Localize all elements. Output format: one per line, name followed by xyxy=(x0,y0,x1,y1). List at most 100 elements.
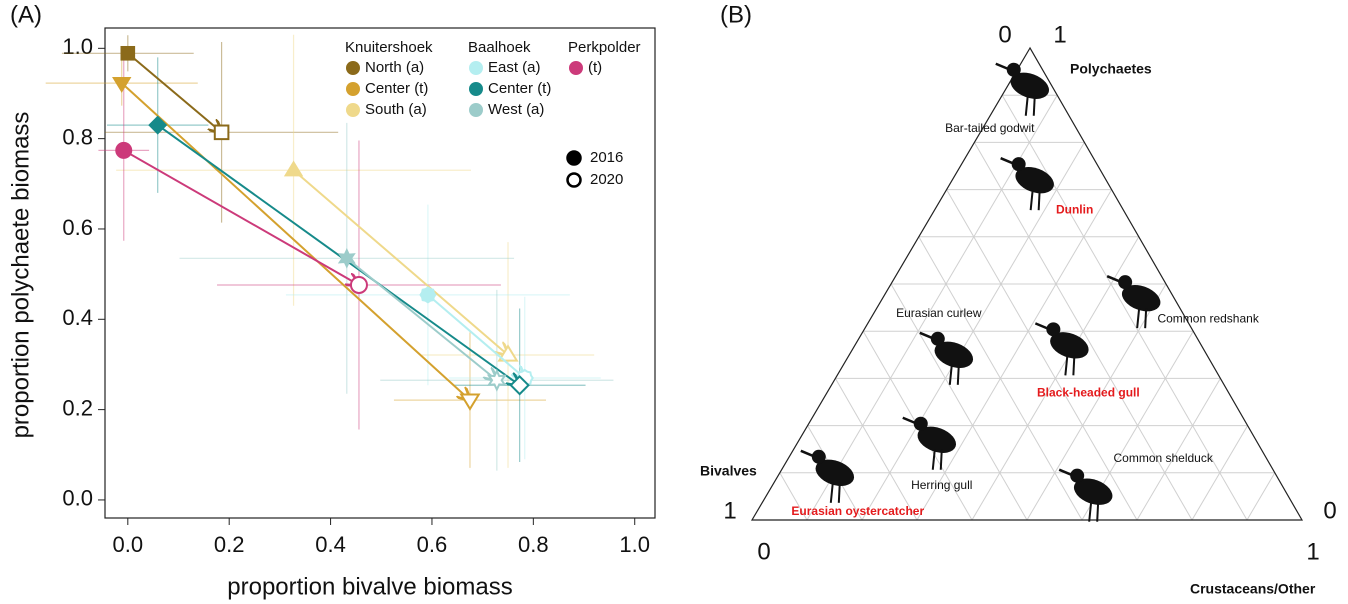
legend-label: East (a) xyxy=(488,59,541,76)
legend-label: 2020 xyxy=(590,171,623,188)
bird-beak xyxy=(801,451,813,456)
x-tick-label: 1.0 xyxy=(619,532,650,557)
x-tick-label: 0.2 xyxy=(214,532,245,557)
bird-leg xyxy=(941,450,942,470)
bird-beak xyxy=(1059,470,1071,475)
bird-label: Eurasian oystercatcher xyxy=(791,504,924,518)
tick-label: 1 xyxy=(1306,538,1319,565)
legend-marker xyxy=(346,103,360,117)
bird-leg xyxy=(1039,190,1040,210)
bird-leg xyxy=(958,365,959,385)
grid-line xyxy=(947,190,1137,520)
axis-title: Bivalves xyxy=(700,463,757,479)
legend-label: Center (t) xyxy=(365,80,428,97)
point xyxy=(116,142,132,158)
axis-title: Crustaceans/Other xyxy=(1190,581,1316,597)
bird-head xyxy=(1012,157,1026,171)
y-tick-label: 0.0 xyxy=(62,486,93,511)
legend-label: West (a) xyxy=(488,101,544,118)
point xyxy=(215,126,229,140)
bird-head xyxy=(1007,63,1021,77)
point xyxy=(121,46,135,60)
tick-label: 0 xyxy=(1323,497,1336,524)
x-tick-label: 0.4 xyxy=(315,532,346,557)
panel-label: (B) xyxy=(720,1,752,28)
bird-leg xyxy=(1073,355,1074,375)
y-tick-label: 0.6 xyxy=(62,215,93,240)
bird-leg xyxy=(831,483,833,503)
axis-title: Polychaetes xyxy=(1070,61,1152,77)
grid-line xyxy=(835,378,917,520)
y-tick-label: 0.2 xyxy=(62,395,93,420)
bird-leg xyxy=(1031,190,1033,210)
legend-group-title: Perkpolder xyxy=(568,39,641,56)
legend-group-title: Baalhoek xyxy=(468,39,531,56)
point xyxy=(351,277,367,293)
bird-label: Bar-tailed godwit xyxy=(945,121,1035,135)
bird-leg xyxy=(1145,308,1146,328)
point xyxy=(461,395,479,409)
bird-leg xyxy=(1026,96,1028,116)
tick-label: 1 xyxy=(1053,21,1066,48)
y-tick-label: 0.8 xyxy=(62,124,93,149)
legend-marker xyxy=(569,61,583,75)
bird-silhouette xyxy=(801,450,858,503)
point xyxy=(149,116,167,134)
bird-head xyxy=(1070,469,1084,483)
tick-label: 0 xyxy=(998,21,1011,48)
legend-marker xyxy=(568,152,581,165)
legend-group-title: Knuitershoek xyxy=(345,39,433,56)
x-tick-label: 0.6 xyxy=(417,532,448,557)
arrow xyxy=(158,125,520,385)
bird-label: Common shelduck xyxy=(1113,451,1213,465)
bird-leg xyxy=(1034,96,1035,116)
bird-head xyxy=(914,417,928,431)
y-axis-title: proportion polychaete biomass xyxy=(7,112,34,439)
bird-label: Black-headed gull xyxy=(1037,386,1140,400)
bird-label: Dunlin xyxy=(1056,202,1093,216)
x-tick-label: 0.0 xyxy=(113,532,144,557)
y-tick-label: 1.0 xyxy=(62,34,93,59)
tick-label: 0 xyxy=(757,538,770,565)
legend-marker xyxy=(469,103,483,117)
bird-silhouette xyxy=(1107,275,1164,328)
arrow xyxy=(347,258,497,380)
bird-leg xyxy=(1065,355,1067,375)
page: {"chart_data": [ {"type": "scatter", "pa… xyxy=(0,0,1348,604)
bird-head xyxy=(1046,322,1060,336)
bird-head xyxy=(931,332,945,346)
arrow xyxy=(294,170,508,355)
bird-head xyxy=(1118,275,1132,289)
bird-leg xyxy=(839,483,840,503)
grid-line xyxy=(1247,473,1275,520)
arrow xyxy=(128,53,222,132)
bird-leg xyxy=(1089,502,1091,522)
panel-label: (A) xyxy=(10,1,42,28)
legend-marker xyxy=(568,174,581,187)
legend-marker xyxy=(346,61,360,75)
point xyxy=(285,161,303,175)
bird-leg xyxy=(950,365,952,385)
bird-silhouette xyxy=(996,63,1053,116)
legend-label: North (a) xyxy=(365,59,424,76)
bird-beak xyxy=(996,64,1008,69)
tick-label: 1 xyxy=(723,497,736,524)
x-tick-label: 0.8 xyxy=(518,532,549,557)
legend-label: South (a) xyxy=(365,101,427,118)
y-tick-label: 0.4 xyxy=(62,305,93,330)
arrow xyxy=(122,83,470,400)
bird-label: Herring gull xyxy=(911,478,972,492)
bird-head xyxy=(812,450,826,464)
x-axis-title: proportion bivalve biomass xyxy=(227,573,512,600)
bird-leg xyxy=(1097,502,1098,522)
bird-beak xyxy=(1035,323,1047,328)
legend-marker xyxy=(469,82,483,96)
bird-beak xyxy=(1001,158,1013,163)
grid-line xyxy=(1137,378,1220,520)
legend-marker xyxy=(469,61,483,75)
bird-leg xyxy=(1137,308,1139,328)
point xyxy=(420,287,436,303)
legend-label: Center (t) xyxy=(488,80,551,97)
legend-marker xyxy=(346,82,360,96)
bird-label: Common redshank xyxy=(1157,311,1259,325)
